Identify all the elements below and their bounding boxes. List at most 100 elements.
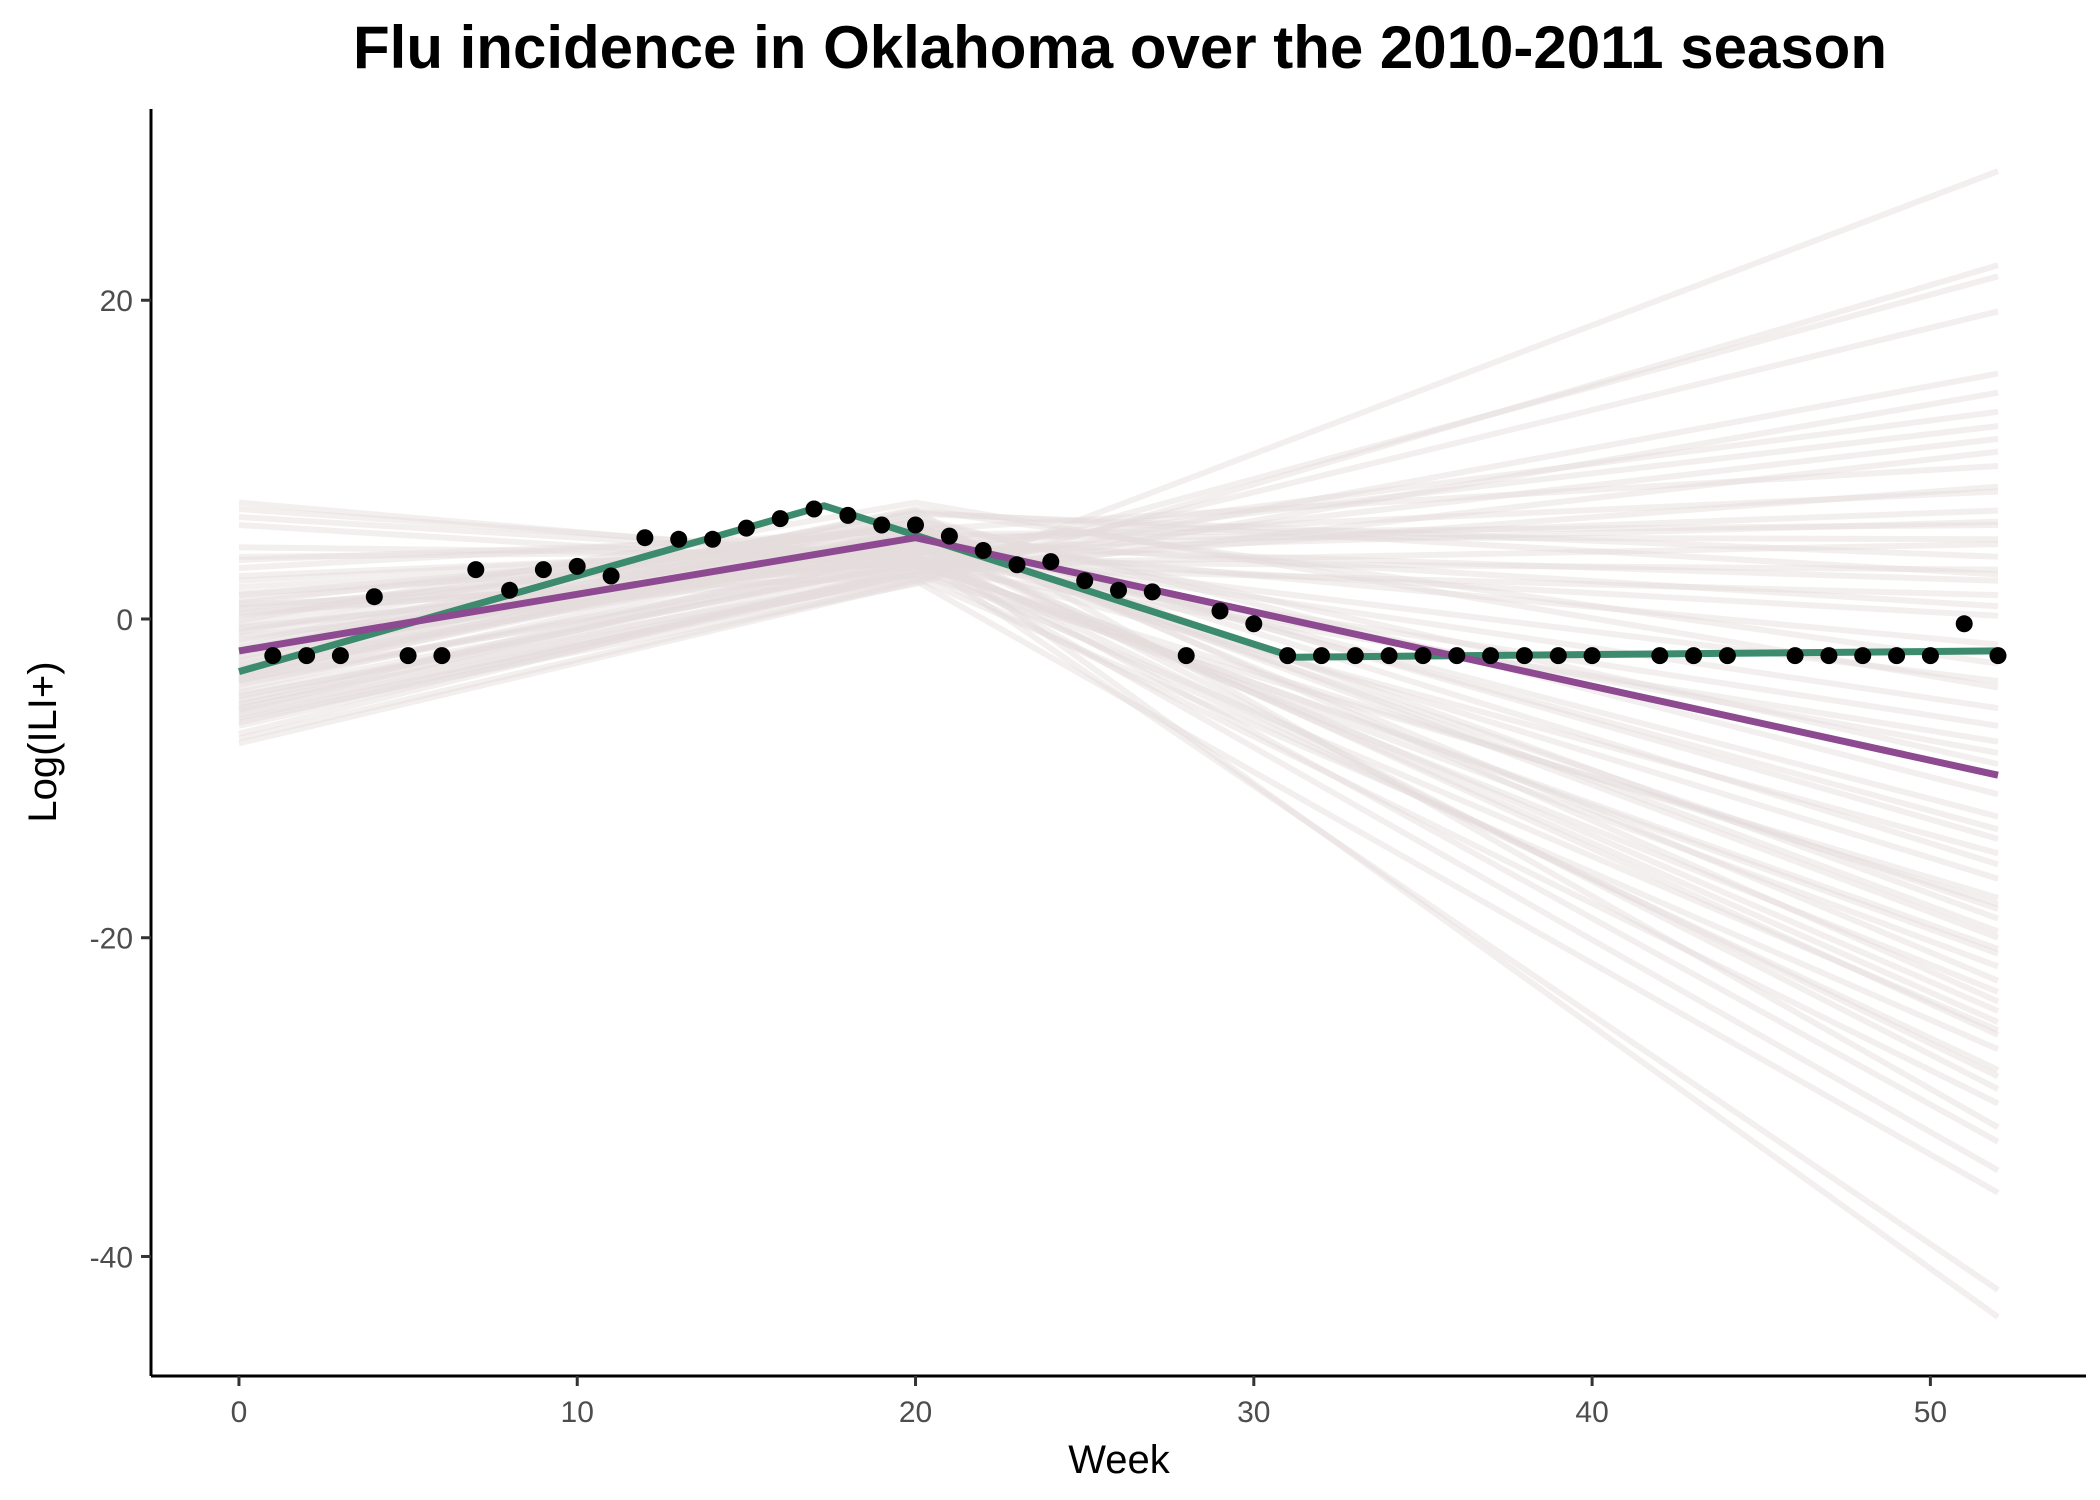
posterior-sample-line	[238, 541, 2000, 1025]
posterior-sample-line	[238, 389, 1999, 715]
posterior-sample-line	[238, 545, 1999, 685]
posterior-sample-line	[238, 577, 2000, 1196]
posterior-sample-line	[238, 558, 2000, 970]
data-point	[940, 527, 958, 545]
posterior-sample-line	[238, 552, 1999, 686]
data-point	[771, 510, 789, 528]
data-point	[1414, 647, 1432, 665]
posterior-sample-line	[238, 518, 1999, 656]
data-point	[1549, 647, 1567, 665]
data-point	[737, 519, 755, 537]
plot-area	[238, 168, 2007, 1320]
posterior-sample-line	[238, 408, 1999, 713]
x-tick-label: 40	[1575, 1396, 1608, 1429]
posterior-sample-line	[238, 308, 1999, 721]
chart-title: Flu incidence in Oklahoma over the 2010-…	[353, 14, 1887, 81]
posterior-sample-line	[238, 499, 1999, 573]
posterior-sample-line	[238, 435, 1999, 696]
posterior-sample-line	[238, 168, 2000, 747]
fit-line-green	[238, 502, 1999, 675]
data-point	[1448, 647, 1466, 665]
data-point	[1313, 647, 1330, 665]
y-tick-label: -20	[90, 923, 133, 956]
data-point	[1820, 647, 1838, 665]
data-point	[1482, 647, 1500, 665]
y-tick-label: 20	[100, 285, 133, 318]
posterior-sample-line	[238, 506, 1999, 857]
posterior-sample-line	[238, 510, 1999, 635]
data-point	[1921, 647, 1939, 665]
data-point	[1110, 581, 1127, 599]
posterior-sample-line	[238, 545, 2000, 1080]
posterior-sample-line	[238, 541, 1999, 683]
x-tick-label: 50	[1914, 1396, 1947, 1429]
posterior-sample-line	[238, 574, 2000, 1053]
data-point	[602, 567, 620, 585]
x-tick-label: 20	[899, 1396, 932, 1429]
data-point	[1143, 583, 1161, 601]
posterior-sample-line	[238, 448, 1999, 608]
data-point	[907, 516, 924, 534]
x-axis-label: Week	[1068, 1438, 1171, 1482]
posterior-sample-line	[238, 542, 1999, 670]
posterior-sample-line	[238, 262, 1999, 723]
posterior-sample-line	[238, 370, 1999, 729]
posterior-sample-line	[238, 423, 1999, 611]
data-point	[1279, 647, 1297, 665]
data-point	[1042, 553, 1060, 571]
posterior-sample-line	[238, 506, 1999, 667]
data-point	[1854, 647, 1872, 665]
fit-line-purple	[238, 534, 1999, 779]
data-point	[1718, 647, 1736, 665]
data-point	[873, 516, 891, 534]
posterior-sample-line	[238, 273, 1999, 718]
y-tick-label: 0	[116, 604, 133, 637]
posterior-sample-line	[238, 553, 2000, 1293]
x-tick-label: 30	[1237, 1396, 1270, 1429]
posterior-sample-line	[238, 507, 1999, 560]
data-point	[974, 542, 992, 559]
posterior-sample-line	[238, 499, 1999, 691]
data-point	[1346, 647, 1364, 665]
data-point	[1008, 556, 1026, 574]
y-tick-label: -40	[90, 1241, 133, 1274]
data-point	[501, 581, 519, 599]
data-point	[264, 647, 282, 665]
data-point	[433, 647, 451, 665]
y-axis-label: Log(ILI+)	[21, 661, 65, 822]
posterior-sample-line	[238, 563, 1999, 745]
data-point	[1076, 572, 1094, 590]
x-tick-label: 0	[231, 1396, 248, 1429]
data-point	[805, 500, 823, 518]
data-point	[1515, 647, 1533, 665]
data-point	[704, 530, 722, 548]
x-axis-ticks: 0 10 20 30 40 50	[231, 1376, 1947, 1429]
data-point	[568, 557, 586, 575]
data-point	[534, 561, 552, 579]
data-point	[1955, 615, 1973, 633]
data-point	[1651, 647, 1669, 665]
posterior-sample-line	[238, 541, 1999, 882]
data-point	[839, 506, 857, 524]
posterior-sample-line	[238, 539, 2000, 1014]
data-point	[1380, 647, 1398, 665]
data-point	[1685, 647, 1703, 665]
data-point	[365, 588, 383, 606]
data-point	[298, 647, 316, 665]
data-point	[331, 647, 349, 665]
data-point	[1177, 647, 1195, 665]
posterior-sample-line	[238, 514, 1999, 729]
x-tick-label: 10	[561, 1396, 594, 1429]
data-point	[1211, 602, 1229, 620]
posterior-sample-line	[238, 558, 2000, 952]
data-point	[1583, 647, 1601, 665]
posterior-sample-line	[238, 566, 2000, 1107]
posterior-sample-line	[238, 544, 2000, 1174]
data-point	[467, 561, 485, 579]
posterior-sample-line	[238, 541, 1999, 648]
posterior-sample-line	[238, 550, 1999, 756]
data-point	[1888, 647, 1906, 665]
data-point	[670, 530, 688, 548]
posterior-sample-line	[238, 557, 2000, 1073]
